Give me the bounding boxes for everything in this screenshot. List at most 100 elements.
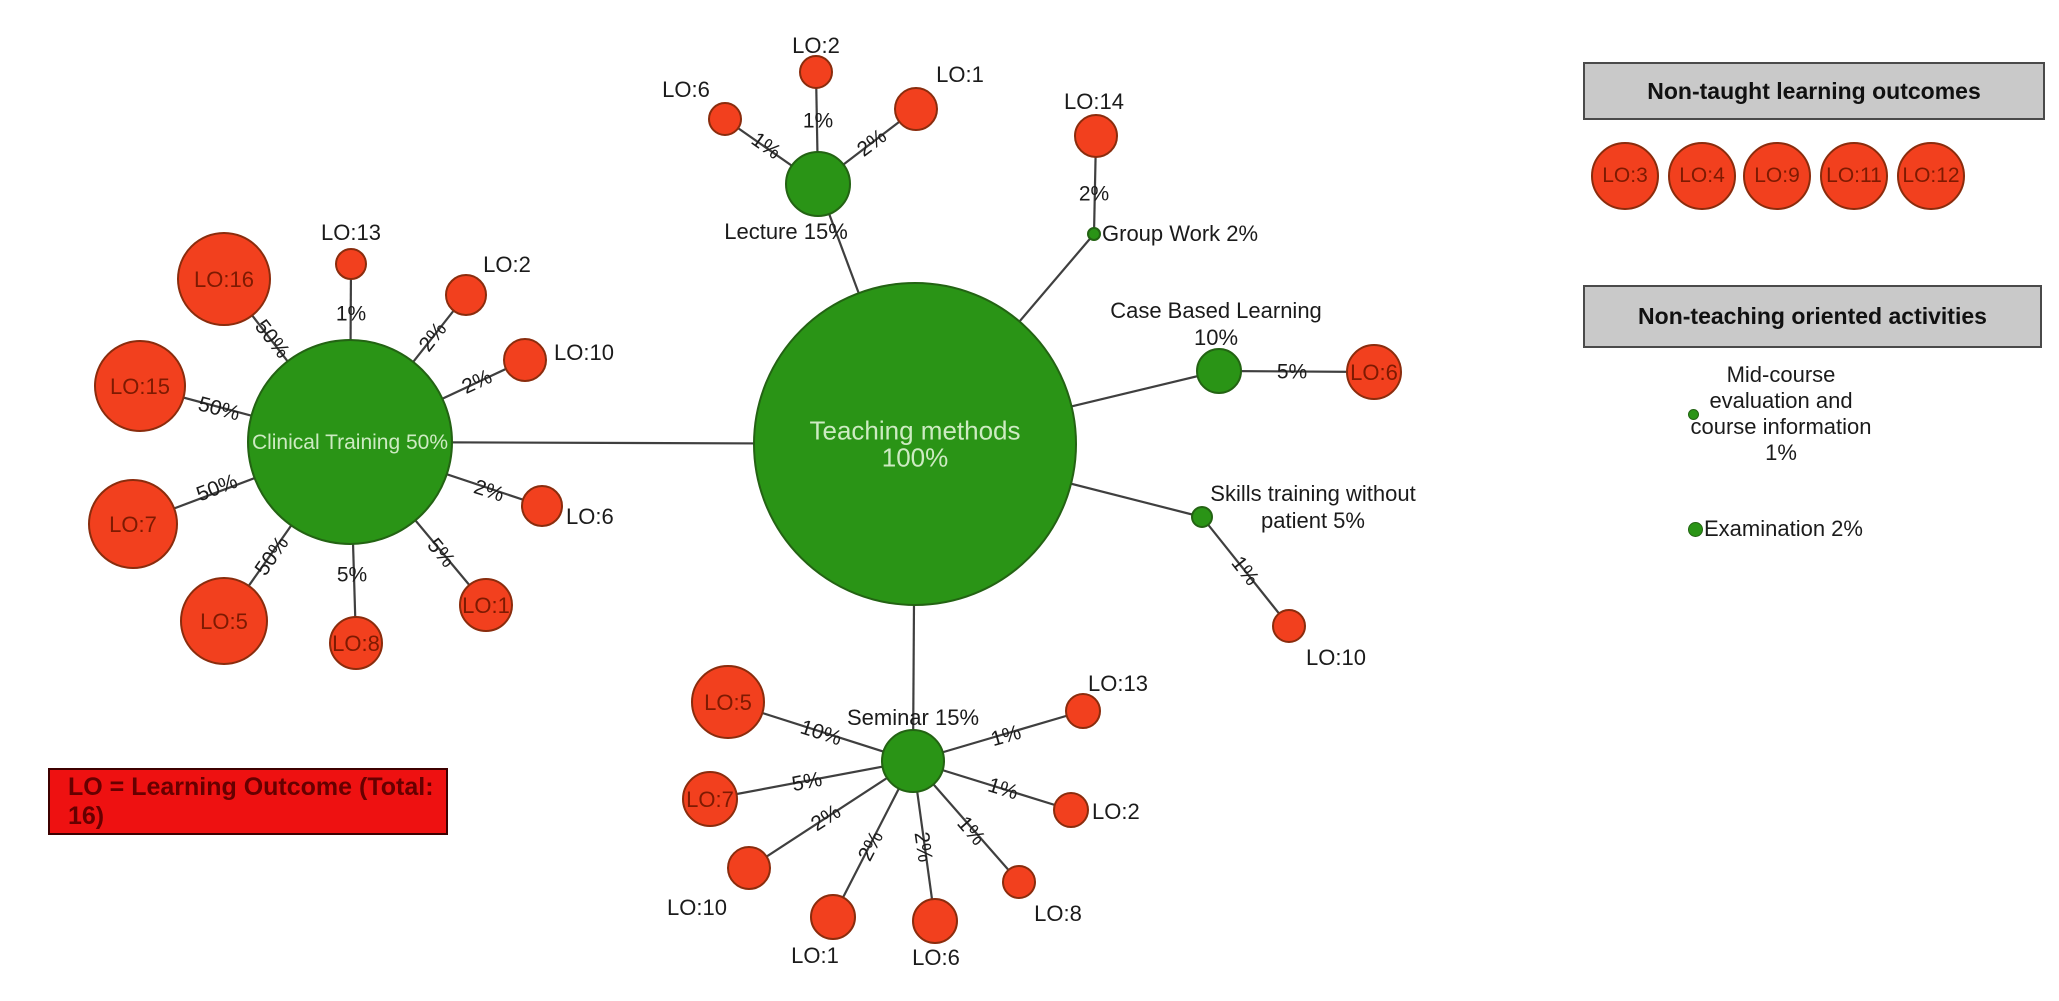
midcourse-line: 1%: [1765, 440, 1797, 465]
node-cbl: [1196, 348, 1242, 394]
legend-outcome-lo11: LO:11: [1820, 142, 1888, 210]
legend-outcome-lo3: LO:3: [1591, 142, 1659, 210]
note-box: LO = Learning Outcome (Total: 16): [48, 768, 448, 835]
node-label-cl-lo13: LO:13: [321, 220, 381, 245]
edge-label-seminar-sem-lo5: 10%: [797, 716, 844, 751]
edge-label-clinical-cl-lo2: 2%: [415, 318, 452, 356]
legend-outcome-lo9: LO:9: [1743, 142, 1811, 210]
node-cl-lo16: [177, 232, 271, 326]
node-label-cl-lo8: LO:8: [332, 631, 380, 656]
edge-label-seminar-sem-lo6: 2%: [909, 830, 936, 863]
node-label-sem-lo8: LO:8: [1034, 901, 1082, 926]
edge-seminar-sem-lo7: [709, 759, 914, 801]
node-cl-lo15: [94, 340, 186, 432]
node-label-lec-lo6: LO:6: [662, 77, 710, 102]
node-cl-lo1: [459, 578, 513, 632]
midcourse-line: evaluation and: [1709, 388, 1853, 413]
legend-outcome-lo12: LO:12: [1897, 142, 1965, 210]
node-label-groupwork: Group Work 2%: [1102, 221, 1258, 246]
examination-label: Examination 2%: [1704, 516, 1863, 541]
edge-label-cbl-cbl-lo6: 5%: [1277, 361, 1307, 384]
node-label-teaching: Teaching methods 100%: [809, 416, 1020, 473]
edge-label-seminar-sem-lo7: 5%: [790, 768, 824, 796]
node-lecture: [785, 151, 851, 217]
edge-label-seminar-sem-lo10: 2%: [807, 800, 845, 836]
node-label-cl-lo10: LO:10: [554, 340, 614, 365]
node-label-sem-lo10: LO:10: [667, 895, 727, 920]
edge-seminar-sem-lo10: [748, 760, 914, 869]
node-cl-lo5: [180, 577, 268, 665]
node-label-lo14: LO:14: [1064, 89, 1124, 114]
node-sem-lo7: [682, 771, 738, 827]
node-label-cbl-lo6: LO:6: [1350, 360, 1398, 385]
edge-label-clinical-cl-lo10: 2%: [458, 365, 495, 399]
node-seminar: [881, 729, 945, 793]
edge-skills-sk-lo10: [1201, 516, 1290, 627]
legend-non-taught-header: Non-taught learning outcomes: [1583, 62, 2045, 120]
node-lo14: [1074, 114, 1118, 158]
node-cl-lo10: [503, 338, 547, 382]
node-label-cbl: Case Based Learning 10%: [1110, 298, 1322, 350]
midcourse-line: Mid-course: [1726, 362, 1836, 387]
node-sem-lo2: [1053, 792, 1089, 828]
node-label-seminar: Seminar 15%: [847, 705, 979, 730]
node-cbl-lo6: [1346, 344, 1402, 400]
node-label-cl-lo2: LO:2: [483, 252, 531, 277]
edge-label-clinical-cl-lo7: 50%: [193, 470, 240, 507]
node-cl-lo8: [329, 616, 383, 670]
edge-label-lecture-lec-lo1: 2%: [853, 125, 891, 162]
edge-label-clinical-cl-lo8: 5%: [337, 564, 367, 587]
examination-dot-icon: [1688, 521, 1703, 537]
node-sem-lo8: [1002, 865, 1036, 899]
node-cl-lo13: [335, 248, 367, 280]
edge-label-groupwork-lo14: 2%: [1079, 183, 1109, 206]
node-label-cl-lo15: LO:15: [110, 374, 170, 399]
edge-label-skills-sk-lo10: 1%: [1227, 552, 1264, 590]
edge-label-clinical-cl-lo6: 2%: [471, 475, 507, 506]
node-label-sem-lo7: LO:7: [686, 787, 734, 812]
edge-label-lecture-lec-lo2: 1%: [803, 110, 833, 133]
node-cl-lo6: [521, 485, 563, 527]
edge-label-lecture-lec-lo6: 1%: [747, 128, 785, 164]
node-label-sk-lo10: LO:10: [1306, 645, 1366, 670]
node-label-cl-lo6: LO:6: [566, 504, 614, 529]
midcourse-dot-icon: [1688, 409, 1699, 420]
node-sem-lo13: [1065, 693, 1101, 729]
midcourse-line: course information: [1690, 414, 1872, 439]
node-skills: [1191, 506, 1213, 528]
node-groupwork: [1087, 227, 1101, 241]
legend-outcome-label: LO:3: [1602, 164, 1648, 187]
node-cl-lo7: [88, 479, 178, 569]
edge-label-seminar-sem-lo13: 1%: [988, 721, 1024, 751]
node-sem-lo5: [691, 665, 765, 739]
node-sem-lo1: [810, 894, 856, 940]
node-label-cl-lo5: LO:5: [200, 609, 248, 634]
node-label-sem-lo6: LO:6: [912, 945, 960, 970]
node-label-sem-lo2: LO:2: [1092, 799, 1140, 824]
legend-item-examination: Examination 2%: [1688, 516, 1863, 542]
node-clinical: [247, 339, 453, 545]
node-label-lecture: Lecture 15%: [724, 219, 848, 244]
edge-label-seminar-sem-lo8: 1%: [952, 812, 989, 850]
note-box-label: LO = Learning Outcome (Total: 16): [68, 772, 434, 830]
legend-outcome-label: LO:9: [1754, 164, 1800, 187]
node-sk-lo10: [1272, 609, 1306, 643]
node-label-cl-lo16: LO:16: [194, 267, 254, 292]
legend-outcome-label: LO:12: [1902, 164, 1960, 187]
node-label-lec-lo2: LO:2: [792, 33, 840, 58]
node-lec-lo6: [708, 102, 742, 136]
node-sem-lo6: [912, 898, 958, 944]
edge-label-seminar-sem-lo2: 1%: [985, 774, 1021, 805]
legend-outcome-label: LO:11: [1826, 164, 1882, 187]
node-label-skills: Skills training without patient 5%: [1210, 481, 1415, 533]
edge-label-clinical-cl-lo15: 50%: [196, 392, 243, 425]
legend-item-midcourse: Mid-course evaluation and course informa…: [1660, 362, 1902, 466]
legend-non-teaching-title: Non-teaching oriented activities: [1638, 303, 1987, 329]
edge-label-seminar-sem-lo1: 2%: [854, 827, 888, 864]
node-sem-lo10: [727, 846, 771, 890]
legend-non-taught-title: Non-taught learning outcomes: [1647, 77, 1981, 104]
node-teaching: [753, 282, 1077, 606]
node-label-cl-lo1: LO:1: [462, 593, 510, 618]
node-label-lec-lo1: LO:1: [936, 62, 984, 87]
